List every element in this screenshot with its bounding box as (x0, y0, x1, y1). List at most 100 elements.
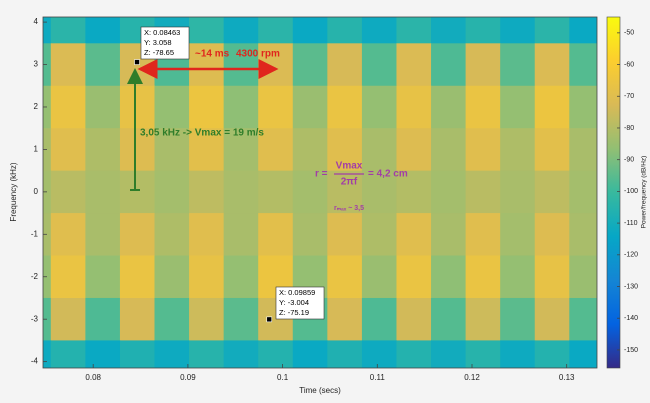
heat-cell (361, 17, 397, 44)
heat-cell (396, 255, 432, 299)
heat-cell (85, 340, 121, 368)
heat-cell (431, 85, 467, 129)
heat-cell (327, 128, 363, 172)
heat-cell (258, 340, 294, 368)
heat-cell (223, 17, 259, 44)
y-tick-label: 4 (34, 17, 39, 26)
datatip-text: X: 0.09859 (279, 288, 315, 297)
heat-cell (465, 340, 501, 368)
heat-cell (258, 128, 294, 172)
heat-cell (534, 128, 570, 172)
heat-cell (569, 297, 597, 341)
heat-cell (569, 213, 597, 257)
y-tick-label: -1 (31, 229, 39, 238)
heat-cell (189, 128, 225, 172)
colorbar-tick-label: -150 (624, 347, 638, 354)
heat-cell (396, 85, 432, 129)
heat-cell (43, 128, 52, 172)
heat-cell (50, 43, 86, 87)
heat-cell (361, 170, 397, 214)
heat-cell (534, 170, 570, 214)
heat-cell (189, 297, 225, 341)
datatip-text: Y: -3.004 (279, 298, 309, 307)
heat-cell (85, 128, 121, 172)
heat-cell (500, 17, 536, 44)
heat-cell (43, 85, 52, 129)
heat-cell (534, 255, 570, 299)
x-tick-label: 0.09 (180, 373, 196, 382)
colorbar-tick-label: -90 (624, 157, 634, 164)
heat-cell (85, 17, 121, 44)
datatip-text: Z: -75.19 (279, 308, 309, 317)
colorbar-tick-label: -70 (624, 93, 634, 100)
heat-cell (292, 340, 328, 368)
period-text: ~14 ms (195, 49, 230, 60)
heat-cell (534, 213, 570, 257)
heat-cell (43, 255, 52, 299)
heat-cell (223, 128, 259, 172)
heatmap (43, 17, 597, 368)
heat-cell (292, 17, 328, 44)
colorbar-tick-label: -140 (624, 315, 638, 322)
y-tick-label: -4 (31, 357, 39, 366)
datatip-box (275, 286, 325, 320)
plot-frame (42, 16, 598, 369)
heat-cell (189, 17, 225, 44)
heat-cell (223, 340, 259, 368)
heat-cell (327, 340, 363, 368)
heat-cell (85, 85, 121, 129)
colorbar-tick-label: -50 (624, 30, 634, 37)
heat-cell (119, 213, 156, 257)
heat-cell (465, 43, 501, 87)
heat-cell (50, 255, 86, 299)
heat-cell (534, 340, 570, 368)
y-tick-label: 0 (34, 187, 39, 196)
colorbar-tick-label: -80 (624, 125, 634, 132)
heat-cell (154, 213, 190, 257)
heat-cell (534, 17, 570, 44)
heat-cell (569, 340, 597, 368)
heat-cell (43, 297, 52, 341)
x-tick-label: 0.12 (464, 373, 480, 382)
heat-cell (292, 170, 328, 214)
heat-cell (361, 128, 397, 172)
heat-cell (258, 17, 294, 44)
heat-cell (500, 213, 536, 257)
heat-cell (223, 255, 259, 299)
colorbar-tick-label: -110 (624, 220, 638, 227)
heat-cell (534, 43, 570, 87)
y-tick-label: 3 (34, 60, 39, 69)
heat-cell (189, 340, 225, 368)
heat-cell (534, 297, 570, 341)
heat-cell (534, 85, 570, 129)
datatip-text: X: 0.08463 (144, 28, 180, 37)
heat-cell (43, 43, 52, 87)
heat-cell (431, 17, 467, 44)
x-tick-label: 0.13 (559, 373, 575, 382)
y-axis-label: Frequency (kHz) (9, 162, 18, 221)
heat-cell (465, 255, 501, 299)
heat-cell (361, 297, 397, 341)
heat-cell (43, 170, 52, 214)
x-tick-label: 0.11 (370, 373, 386, 382)
heat-cell (85, 255, 121, 299)
colorbar-tick-label: -60 (624, 61, 634, 68)
heat-cell (327, 297, 363, 341)
colorbar-tick-label: -100 (624, 188, 638, 195)
heat-cell (223, 297, 259, 341)
heat-cell (50, 128, 86, 172)
heat-cell (361, 340, 397, 368)
heat-cell (465, 17, 501, 44)
heat-cell (85, 297, 121, 341)
datatip-box (140, 26, 190, 60)
heat-cell (223, 85, 259, 129)
heat-cell (154, 255, 190, 299)
heat-cell (431, 170, 467, 214)
heat-cell (431, 297, 467, 341)
heat-cell (154, 85, 190, 129)
rmax-text: rₘₐₓ ~ 3,5 (334, 205, 364, 212)
colorbar-label: Power/frequency (dB/Hz) (641, 156, 648, 229)
y-tick-label: -2 (31, 272, 39, 281)
heat-cell (189, 213, 225, 257)
